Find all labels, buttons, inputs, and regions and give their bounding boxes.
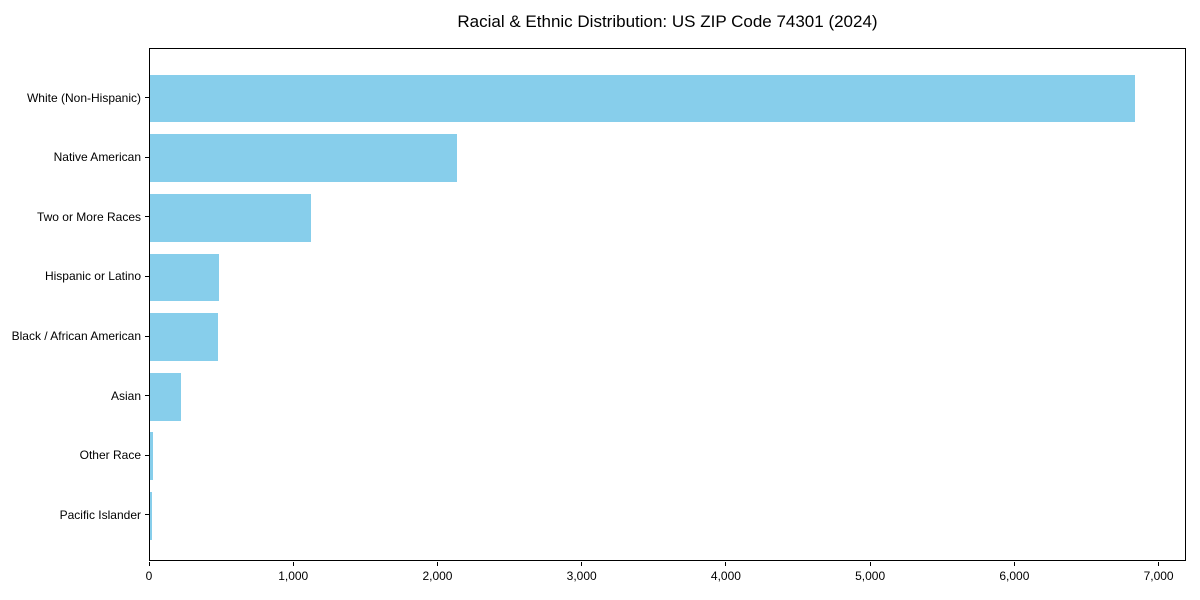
x-tick-mark bbox=[581, 562, 583, 566]
y-tick-label-two-or-more-races: Two or More Races bbox=[36, 209, 141, 224]
bar-white-non-hispanic bbox=[150, 74, 1136, 123]
y-tick-label-asian: Asian bbox=[110, 388, 141, 403]
y-tick-label-other-race: Other Race bbox=[79, 448, 141, 463]
bar-hispanic-or-latino bbox=[150, 253, 220, 302]
x-tick-mark bbox=[869, 562, 871, 566]
chart-title: Racial & Ethnic Distribution: US ZIP Cod… bbox=[457, 12, 878, 31]
y-tick-mark bbox=[145, 156, 149, 158]
y-tick-label-white-non-hispanic: White (Non-Hispanic) bbox=[26, 90, 141, 105]
bar-black-african-american bbox=[150, 313, 218, 361]
x-tick-mark bbox=[1013, 562, 1015, 566]
x-tick-mark bbox=[725, 562, 727, 566]
y-tick-label-hispanic-or-latino: Hispanic or Latino bbox=[44, 269, 141, 284]
y-tick-mark bbox=[145, 514, 149, 516]
y-tick-mark bbox=[145, 335, 149, 337]
x-tick-label-2000: 2,000 bbox=[422, 569, 453, 583]
plot-area bbox=[149, 48, 1186, 561]
bar-two-or-more-races bbox=[150, 193, 311, 242]
y-tick-mark bbox=[145, 395, 149, 397]
x-tick-label-4000: 4,000 bbox=[710, 569, 741, 583]
y-tick-mark bbox=[145, 275, 149, 277]
y-tick-mark bbox=[145, 97, 149, 98]
y-tick-label-pacific-islander: Pacific Islander bbox=[59, 507, 141, 522]
x-tick-label-1000: 1,000 bbox=[278, 569, 309, 583]
x-tick-label-3000: 3,000 bbox=[566, 569, 597, 583]
bar-native-american bbox=[150, 134, 457, 182]
y-tick-label-native-american: Native American bbox=[53, 150, 141, 165]
x-tick-label-6000: 6,000 bbox=[999, 569, 1030, 583]
x-tick-label-7000: 7,000 bbox=[1143, 569, 1174, 583]
y-tick-label-black-african-american: Black / African American bbox=[11, 329, 141, 344]
x-tick-label-5000: 5,000 bbox=[855, 569, 886, 583]
y-tick-mark bbox=[145, 216, 149, 218]
x-tick-mark bbox=[436, 562, 438, 566]
bar-pacific-islander bbox=[150, 492, 153, 540]
bar-other-race bbox=[150, 432, 153, 481]
bar-asian bbox=[150, 372, 181, 421]
y-tick-mark bbox=[145, 454, 149, 456]
x-tick-mark bbox=[292, 562, 294, 566]
x-tick-mark bbox=[148, 562, 150, 566]
x-tick-label-0: 0 bbox=[145, 569, 153, 583]
x-tick-mark bbox=[1158, 562, 1160, 566]
